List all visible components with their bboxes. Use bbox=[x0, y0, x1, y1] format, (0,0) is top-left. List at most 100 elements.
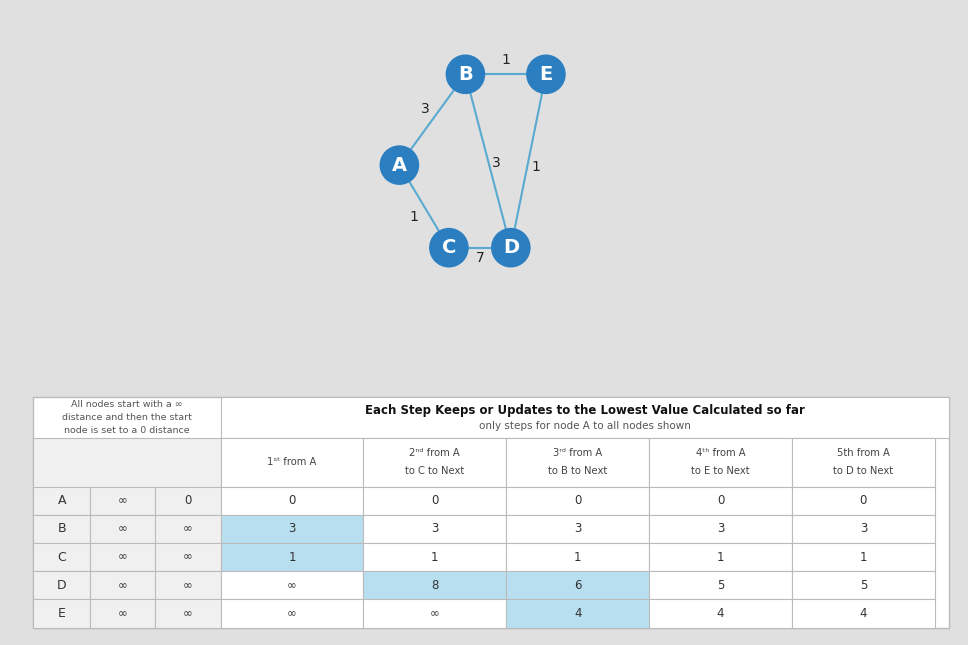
FancyBboxPatch shape bbox=[221, 437, 363, 486]
Text: 0: 0 bbox=[860, 494, 867, 507]
Text: A: A bbox=[392, 155, 407, 175]
FancyBboxPatch shape bbox=[506, 543, 650, 571]
FancyBboxPatch shape bbox=[90, 599, 156, 628]
Text: ∞: ∞ bbox=[430, 607, 439, 620]
Text: C: C bbox=[441, 238, 456, 257]
Text: 1: 1 bbox=[716, 551, 724, 564]
Ellipse shape bbox=[379, 145, 419, 185]
Text: 3: 3 bbox=[492, 156, 500, 170]
FancyBboxPatch shape bbox=[156, 543, 221, 571]
FancyBboxPatch shape bbox=[90, 515, 156, 543]
Text: to C to Next: to C to Next bbox=[406, 466, 465, 476]
Text: 0: 0 bbox=[184, 494, 192, 507]
FancyBboxPatch shape bbox=[506, 571, 650, 599]
FancyBboxPatch shape bbox=[33, 543, 90, 571]
Text: C: C bbox=[57, 551, 66, 564]
FancyBboxPatch shape bbox=[506, 515, 650, 543]
Text: ∞: ∞ bbox=[118, 522, 128, 535]
FancyBboxPatch shape bbox=[156, 486, 221, 515]
Text: All nodes start with a ∞
distance and then the start
node is set to a 0 distance: All nodes start with a ∞ distance and th… bbox=[62, 400, 192, 435]
Ellipse shape bbox=[445, 54, 485, 94]
Text: ∞: ∞ bbox=[118, 607, 128, 620]
FancyBboxPatch shape bbox=[363, 599, 506, 628]
Text: 3: 3 bbox=[421, 103, 430, 116]
FancyBboxPatch shape bbox=[363, 486, 506, 515]
Text: 3: 3 bbox=[860, 522, 867, 535]
FancyBboxPatch shape bbox=[33, 397, 949, 628]
Text: Each Step Keeps or Updates to the Lowest Value Calculated so far: Each Step Keeps or Updates to the Lowest… bbox=[365, 404, 804, 417]
FancyBboxPatch shape bbox=[363, 571, 506, 599]
Text: ∞: ∞ bbox=[118, 551, 128, 564]
Text: ∞: ∞ bbox=[118, 494, 128, 507]
Text: 5th from A: 5th from A bbox=[837, 448, 890, 458]
Text: B: B bbox=[57, 522, 66, 535]
Text: 1: 1 bbox=[288, 551, 295, 564]
FancyBboxPatch shape bbox=[650, 515, 792, 543]
Text: 4: 4 bbox=[574, 607, 582, 620]
Text: 3ʳᵈ from A: 3ʳᵈ from A bbox=[553, 448, 602, 458]
FancyBboxPatch shape bbox=[506, 486, 650, 515]
Text: 3: 3 bbox=[574, 522, 582, 535]
Text: ∞: ∞ bbox=[183, 579, 193, 591]
FancyBboxPatch shape bbox=[363, 515, 506, 543]
FancyBboxPatch shape bbox=[221, 486, 363, 515]
FancyBboxPatch shape bbox=[650, 437, 792, 486]
Text: to B to Next: to B to Next bbox=[548, 466, 607, 476]
FancyBboxPatch shape bbox=[33, 437, 221, 628]
Ellipse shape bbox=[491, 228, 530, 268]
Text: to D to Next: to D to Next bbox=[833, 466, 893, 476]
Text: 0: 0 bbox=[431, 494, 439, 507]
FancyBboxPatch shape bbox=[221, 599, 363, 628]
Text: 4: 4 bbox=[860, 607, 867, 620]
FancyBboxPatch shape bbox=[156, 515, 221, 543]
FancyBboxPatch shape bbox=[792, 515, 935, 543]
Text: to E to Next: to E to Next bbox=[691, 466, 750, 476]
FancyBboxPatch shape bbox=[33, 515, 90, 543]
Text: ∞: ∞ bbox=[287, 579, 297, 591]
FancyBboxPatch shape bbox=[650, 571, 792, 599]
Text: 7: 7 bbox=[475, 251, 484, 265]
Ellipse shape bbox=[526, 54, 565, 94]
Text: B: B bbox=[458, 64, 472, 84]
Text: ∞: ∞ bbox=[118, 579, 128, 591]
Text: 2ⁿᵈ from A: 2ⁿᵈ from A bbox=[409, 448, 460, 458]
FancyBboxPatch shape bbox=[90, 543, 156, 571]
FancyBboxPatch shape bbox=[650, 543, 792, 571]
Text: 4: 4 bbox=[716, 607, 724, 620]
FancyBboxPatch shape bbox=[792, 437, 935, 486]
Text: 6: 6 bbox=[574, 579, 582, 591]
Text: 1: 1 bbox=[860, 551, 867, 564]
Text: 0: 0 bbox=[717, 494, 724, 507]
Text: 1: 1 bbox=[574, 551, 582, 564]
Text: 3: 3 bbox=[431, 522, 439, 535]
FancyBboxPatch shape bbox=[156, 599, 221, 628]
FancyBboxPatch shape bbox=[792, 571, 935, 599]
FancyBboxPatch shape bbox=[221, 515, 363, 543]
Text: 1: 1 bbox=[531, 160, 540, 174]
FancyBboxPatch shape bbox=[792, 543, 935, 571]
FancyBboxPatch shape bbox=[363, 543, 506, 571]
Text: D: D bbox=[57, 579, 67, 591]
FancyBboxPatch shape bbox=[33, 599, 90, 628]
FancyBboxPatch shape bbox=[221, 397, 949, 437]
Text: 8: 8 bbox=[431, 579, 439, 591]
Text: 0: 0 bbox=[574, 494, 582, 507]
Text: 5: 5 bbox=[717, 579, 724, 591]
FancyBboxPatch shape bbox=[156, 571, 221, 599]
Text: ∞: ∞ bbox=[287, 607, 297, 620]
Text: 1: 1 bbox=[431, 551, 439, 564]
FancyBboxPatch shape bbox=[792, 599, 935, 628]
Text: 3: 3 bbox=[717, 522, 724, 535]
FancyBboxPatch shape bbox=[90, 486, 156, 515]
FancyBboxPatch shape bbox=[650, 486, 792, 515]
FancyBboxPatch shape bbox=[650, 599, 792, 628]
Text: 1ˢᵗ from A: 1ˢᵗ from A bbox=[267, 457, 317, 467]
Text: 1: 1 bbox=[409, 210, 418, 224]
Ellipse shape bbox=[429, 228, 469, 268]
FancyBboxPatch shape bbox=[221, 543, 363, 571]
FancyBboxPatch shape bbox=[221, 571, 363, 599]
Text: only steps for node A to all nodes shown: only steps for node A to all nodes shown bbox=[479, 421, 690, 432]
Text: 1: 1 bbox=[501, 53, 510, 67]
Text: 0: 0 bbox=[288, 494, 295, 507]
FancyBboxPatch shape bbox=[33, 571, 90, 599]
